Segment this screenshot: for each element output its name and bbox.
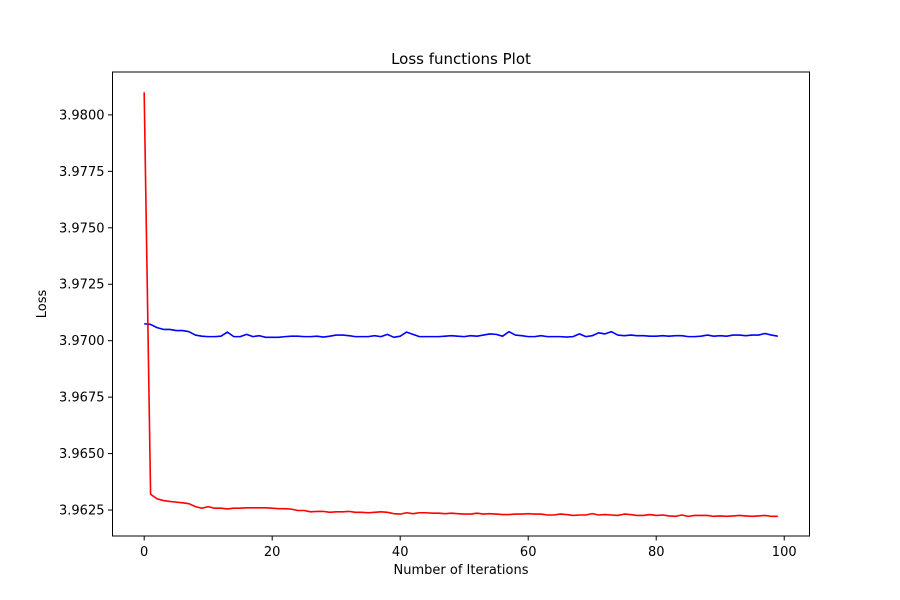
y-tick-label: 3.9625 [59,504,105,519]
series-line-1 [144,322,778,339]
x-tick-label: 20 [264,545,281,560]
x-tick-label: 60 [520,545,537,560]
x-tick-label: 0 [140,545,148,560]
y-tick-label: 3.9725 [59,278,105,293]
chart-title: Loss functions Plot [391,50,531,68]
x-tick-label: 40 [392,545,409,560]
series-line-2 [143,92,778,518]
y-tick-label: 3.9650 [59,447,105,462]
x-axis-label: Number of Iterations [394,563,529,578]
y-tick-label: 3.9775 [59,165,105,180]
y-tick-label: 3.9800 [59,108,105,123]
y-axis-label: Loss [35,290,50,319]
series-layer [143,92,778,518]
x-tick-label: 100 [772,545,797,560]
x-tick-label: 80 [648,545,665,560]
axis-layer: 0 20 40 60 80 100 3.9625 3.9650 3.9675 3.9700 3.97… [59,108,797,560]
y-tick-label: 3.9700 [59,334,105,349]
y-tick-label: 3.9675 [59,391,105,406]
y-tick-label: 3.9750 [59,221,105,236]
plot-frame [112,71,810,537]
